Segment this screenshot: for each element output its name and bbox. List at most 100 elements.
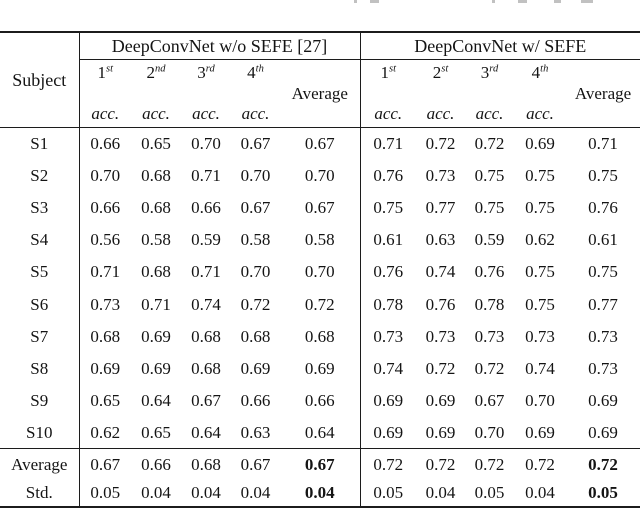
value-cell: 0.75 [474, 197, 505, 217]
value-cell: 0.72 [514, 448, 566, 480]
table-row: S6 0.73 0.71 0.74 0.72 0.72 0.78 0.76 0.… [0, 287, 640, 321]
g2-col3-header-cell: 3rd acc. [465, 59, 514, 128]
value-cell: 0.64 [191, 423, 221, 443]
value-cell: 0.04 [240, 483, 271, 503]
g1-average-cell: 0.04 [280, 479, 361, 507]
value-cell: 0.77 [425, 197, 456, 217]
value-cell: 0.73 [90, 294, 121, 314]
subject-cell: S2 [0, 159, 80, 192]
g1-col1-header-cell: 1st acc. [79, 59, 131, 128]
value-cell: 0.68 [240, 326, 271, 346]
subject-cell: Average [0, 448, 80, 480]
value-cell: 0.67 [474, 391, 505, 411]
value-cell: 0.59 [191, 230, 221, 250]
value-cell: 0.75 [525, 294, 555, 314]
value-cell: 0.66 [240, 391, 271, 411]
value-cell: 0.74 [373, 358, 404, 378]
table-row: S3 0.66 0.68 0.66 0.67 0.67 0.75 0.77 0.… [0, 191, 640, 224]
subject-header-cell: Subject [0, 32, 80, 128]
value-cell: 0.56 [90, 230, 121, 250]
g1-average-cell: 0.70 [280, 255, 361, 288]
value-cell: 0.66 [90, 197, 121, 217]
value-cell: 0.66 [191, 197, 221, 217]
value-cell: 0.05 [90, 483, 121, 503]
value-cell: 0.71 [90, 262, 121, 282]
cropped-caption-fragment [518, 0, 527, 3]
cropped-caption-fragment [581, 0, 593, 3]
value-cell: 0.65 [141, 133, 171, 153]
ordinal-suffix: st [388, 62, 396, 74]
value-cell: 0.74 [425, 262, 456, 282]
value-cell: 0.75 [373, 197, 404, 217]
value-cell: 0.73 [373, 326, 404, 346]
cropped-caption-fragment [370, 0, 379, 3]
g1-average-cell: 0.58 [280, 223, 361, 256]
g2-average-cell: 0.73 [588, 326, 618, 346]
summary-average-row: Average 0.67 0.66 0.68 0.67 0.67 0.72 0.… [0, 448, 640, 480]
value-cell: 0.71 [141, 294, 171, 314]
ordinal-label: 2nd [146, 62, 166, 82]
value-cell: 0.05 [474, 483, 505, 503]
value-cell: 0.68 [191, 326, 221, 346]
table-row: S7 0.68 0.69 0.68 0.68 0.68 0.73 0.73 0.… [0, 320, 640, 353]
table-row: S2 0.70 0.68 0.71 0.70 0.70 0.76 0.73 0.… [0, 159, 640, 192]
value-cell: 0.70 [525, 391, 555, 411]
g2-average-cell: 0.61 [588, 230, 618, 250]
value-cell: 0.73 [474, 326, 505, 346]
g2-average-header-cell: Average [566, 59, 640, 128]
value-cell: 0.68 [191, 358, 221, 378]
value-cell: 0.73 [425, 326, 456, 346]
table-row: S9 0.65 0.64 0.67 0.66 0.66 0.69 0.69 0.… [0, 384, 640, 417]
ordinal-suffix: th [540, 62, 549, 74]
ordinal-label: 3rd [197, 62, 215, 82]
acc-label: acc. [526, 103, 554, 123]
subject-cell: S4 [0, 223, 80, 256]
value-cell: 0.69 [525, 133, 555, 153]
header-subcol-row: 1st acc. 2nd acc. 3rd acc. 4th acc [0, 59, 640, 128]
value-cell: 0.66 [90, 133, 121, 153]
value-cell: 0.69 [141, 326, 171, 346]
g2-average-cell: 0.69 [588, 391, 618, 411]
ordinal-suffix: nd [155, 62, 166, 74]
g1-average-cell: 0.72 [280, 287, 361, 321]
subject-cell: S10 [0, 416, 80, 449]
value-cell: 0.66 [131, 448, 181, 480]
table-row: S1 0.66 0.65 0.70 0.67 0.67 0.71 0.72 0.… [0, 127, 640, 160]
subject-cell: Std. [0, 479, 80, 507]
ordinal-suffix: rd [205, 62, 215, 74]
subject-cell: S8 [0, 352, 80, 385]
value-cell: 0.70 [191, 133, 221, 153]
subject-cell: S3 [0, 191, 80, 224]
value-cell: 0.58 [240, 230, 271, 250]
value-cell: 0.70 [474, 423, 505, 443]
g2-average-cell: 0.05 [588, 483, 618, 503]
value-cell: 0.75 [525, 165, 555, 185]
acc-label: acc. [192, 103, 220, 123]
ordinal-label: 3rd [480, 62, 499, 82]
g2-col2-header-cell: 2st acc. [416, 59, 465, 128]
value-cell: 0.65 [90, 391, 121, 411]
ordinal-label: 2st [432, 62, 449, 82]
value-cell: 0.69 [425, 423, 456, 443]
value-cell: 0.04 [525, 483, 555, 503]
ordinal-label: 1st [380, 62, 396, 82]
value-cell: 0.72 [474, 133, 505, 153]
results-table: Subject DeepConvNet w/o SEFE [27] DeepCo… [0, 31, 640, 508]
group2-title-cell: DeepConvNet w/ SEFE [360, 32, 640, 60]
cropped-caption-fragment [554, 0, 561, 3]
value-cell: 0.74 [191, 294, 221, 314]
value-cell: 0.67 [240, 133, 271, 153]
value-cell: 0.73 [525, 326, 555, 346]
ordinal-label: 4th [531, 62, 549, 82]
g1-average-cell: 0.67 [280, 191, 361, 224]
value-cell: 0.65 [141, 423, 171, 443]
value-cell: 0.69 [425, 391, 456, 411]
value-cell: 0.61 [373, 230, 404, 250]
acc-label: acc. [241, 103, 270, 123]
value-cell: 0.67 [231, 448, 280, 480]
table-row: S5 0.71 0.68 0.71 0.70 0.70 0.76 0.74 0.… [0, 255, 640, 288]
g2-average-cell: 0.72 [566, 448, 640, 480]
value-cell: 0.63 [240, 423, 271, 443]
value-cell: 0.69 [373, 423, 404, 443]
